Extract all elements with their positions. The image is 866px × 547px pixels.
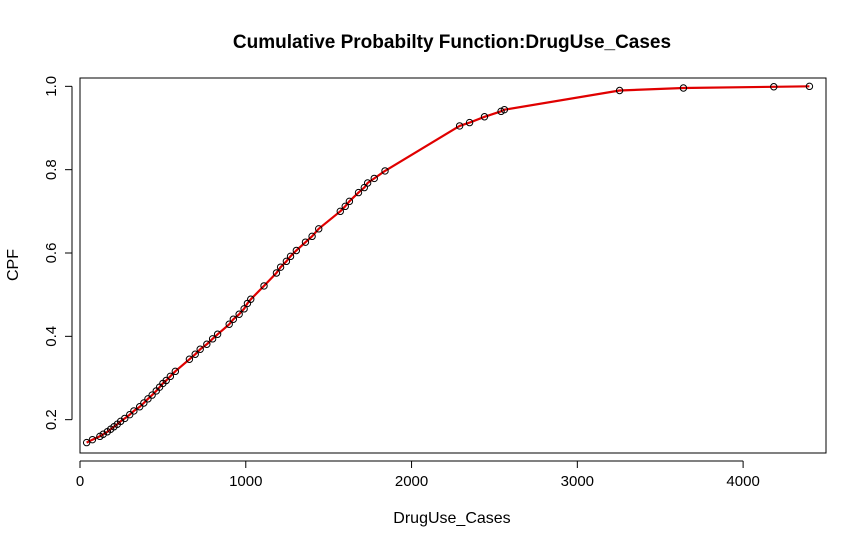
x-axis-label: DrugUse_Cases	[393, 510, 510, 527]
data-point	[276, 263, 285, 271]
data-point	[282, 257, 291, 266]
data-point	[315, 225, 323, 233]
y-tick-label: 0.4	[43, 326, 60, 347]
data-point	[162, 376, 170, 385]
data-point	[336, 207, 344, 216]
data-point	[341, 202, 349, 211]
data-point	[345, 197, 354, 206]
data-point	[480, 113, 489, 121]
data-point	[679, 84, 688, 92]
data-point	[130, 407, 138, 415]
data-point	[235, 310, 243, 318]
data-point	[363, 179, 372, 187]
cpf-line	[86, 85, 810, 444]
data-point	[301, 238, 310, 246]
data-point	[99, 430, 107, 438]
data-point	[213, 330, 222, 338]
data-point	[185, 355, 194, 363]
data-point	[225, 320, 233, 328]
y-axis-label: CPF	[5, 249, 22, 281]
data-point	[140, 399, 148, 407]
y-tick-label: 1.0	[43, 76, 60, 97]
data-point	[260, 282, 268, 290]
data-point	[615, 86, 624, 95]
plot-frame	[79, 77, 827, 454]
data-point	[247, 295, 255, 303]
data-point	[370, 174, 378, 183]
data-point	[455, 122, 464, 130]
data-point	[135, 403, 144, 411]
cpf-points	[82, 82, 814, 447]
data-point	[191, 350, 199, 358]
x-tick-label: 3000	[561, 473, 594, 490]
data-point	[148, 391, 156, 399]
data-point	[500, 105, 509, 114]
x-tick-label: 2000	[395, 473, 428, 490]
data-point	[292, 246, 301, 255]
data-point	[171, 367, 180, 376]
data-point	[203, 340, 211, 348]
data-point	[121, 414, 129, 423]
cpf-series	[86, 85, 810, 444]
x-axis: 0 1000 2000 3000 4000	[76, 460, 760, 490]
x-tick-label: 4000	[726, 473, 759, 490]
data-point	[770, 83, 778, 91]
data-point	[126, 410, 134, 419]
y-tick-label: 0.8	[43, 159, 60, 180]
data-point	[88, 435, 97, 444]
y-tick-label: 0.6	[43, 243, 60, 264]
data-point	[381, 167, 389, 175]
data-point	[354, 188, 363, 197]
chart-title: Cumulative Probabilty Function:DrugUse_C…	[233, 32, 671, 53]
data-point	[286, 252, 295, 261]
data-point	[272, 269, 281, 277]
data-point	[144, 395, 152, 403]
data-point	[805, 82, 814, 91]
data-point	[308, 232, 316, 241]
data-point	[166, 372, 175, 381]
y-tick-label: 0.2	[43, 409, 60, 430]
x-tick-label: 1000	[229, 473, 262, 490]
data-point	[208, 335, 217, 343]
data-point	[465, 118, 474, 127]
x-tick-label: 0	[76, 473, 84, 490]
data-point	[240, 305, 248, 313]
data-point	[82, 438, 91, 447]
data-point	[196, 345, 204, 353]
y-axis: 0.2 0.4 0.6 0.8 1.0	[43, 76, 73, 430]
data-point	[229, 315, 238, 323]
